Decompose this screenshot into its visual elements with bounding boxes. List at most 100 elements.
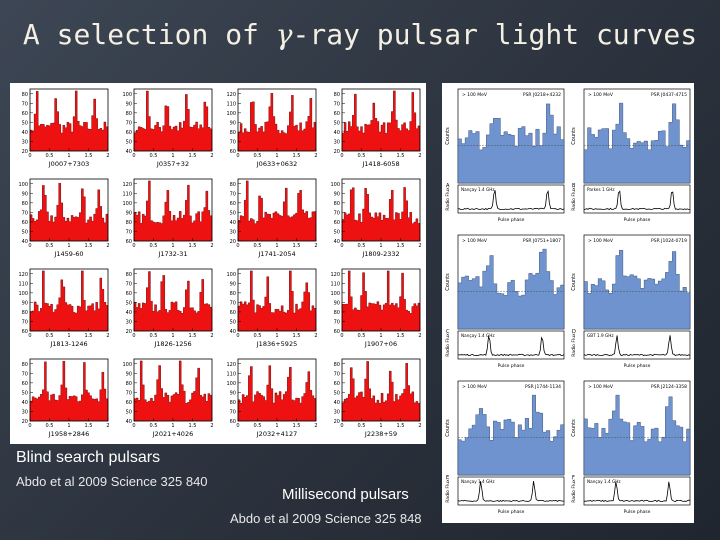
x-tick-label: 0 <box>28 333 31 339</box>
y-tick-label: 40 <box>334 239 340 245</box>
msp-panel: > 100 MeV PSR J0437-4715 Counts B Parkes 1 G… <box>571 88 691 223</box>
y-tick-label: 100 <box>226 272 236 278</box>
x-tick-label: 1 <box>67 243 70 249</box>
y-tick-label: 60 <box>230 149 236 155</box>
y-tick-label: 70 <box>334 210 340 216</box>
psr-label: PSR J1744-1134 <box>525 384 561 390</box>
x-tick-label: 0.5 <box>358 153 366 159</box>
x-tick-label: 1 <box>67 333 70 339</box>
y-tick-label: 50 <box>230 210 236 216</box>
x-tick-label: 1.5 <box>397 423 405 429</box>
y-tick-label: 100 <box>122 362 132 368</box>
blind-panel: 40 50 60 70 80 90 100 0 0.5 1 1.5 2 J2021+4026 <box>122 358 214 438</box>
blind-panel: 60 70 80 90 100 110 120 0 0.5 1 1.5 2 J1732-31 <box>122 178 214 258</box>
x-tick-label: 0.5 <box>358 333 366 339</box>
x-tick-label: 0 <box>236 333 239 339</box>
y-tick-label: 80 <box>22 362 28 368</box>
y-tick-label: 90 <box>22 300 28 306</box>
pulsar-name: J2032+4127 <box>256 430 297 438</box>
y-tick-label: 70 <box>230 300 236 306</box>
light-curve-histogram <box>133 90 213 152</box>
psr-label: PSR J0437-4715 <box>651 92 687 98</box>
gamma-symbol: γ <box>275 18 293 51</box>
x-tick-label: 2 <box>106 243 109 249</box>
blind-panel: 20 30 40 50 60 70 80 0 0.5 1 1.5 2 J1826-1256 <box>126 268 214 348</box>
x-tick-label: 2 <box>314 153 317 159</box>
blind-panel: 60 70 80 90 100 110 120 0 0.5 1 1.5 2 J2032+4127 <box>226 358 318 438</box>
y-tick-label: 40 <box>126 310 132 316</box>
y-tick-label: 30 <box>22 139 28 145</box>
x-tick-label: 2 <box>314 333 317 339</box>
y-tick-label: 120 <box>18 272 28 278</box>
phase-axis-label: Pulse phase <box>498 363 525 369</box>
x-tick-label: 0.5 <box>46 243 54 249</box>
x-tick-label: 1.5 <box>293 333 301 339</box>
gamma-histogram <box>457 248 565 330</box>
panel-letter: D <box>572 329 576 335</box>
blind-panel: 20 30 40 50 60 70 80 0 0.5 1 1.5 2 J0007+7303 <box>22 88 110 168</box>
y-tick-label: 100 <box>330 182 340 188</box>
energy-label: > 100 MeV <box>588 384 614 390</box>
pulsar-name: J1958+2846 <box>48 430 89 438</box>
y-tick-label: 40 <box>334 130 340 136</box>
msp-panel: > 100 MeV PSR J0751+1807 Counts C Nançay 1.4… <box>445 234 565 369</box>
blind-search-caption: Blind search pulsars <box>16 449 161 466</box>
x-tick-label: 1 <box>379 333 382 339</box>
x-tick-label: 2 <box>210 333 213 339</box>
psr-label: PSR J1024-0719 <box>651 238 687 244</box>
y-tick-label: 20 <box>230 239 236 245</box>
x-tick-label: 0.5 <box>358 243 366 249</box>
radio-profile <box>458 335 565 357</box>
x-tick-label: 2 <box>210 153 213 159</box>
y-tick-label: 90 <box>126 371 132 377</box>
x-tick-label: 0 <box>28 423 31 429</box>
y-tick-label: 60 <box>334 329 340 335</box>
radio-axis-label: Radio Flux <box>571 187 577 211</box>
panel-letter: B <box>572 183 576 189</box>
x-tick-label: 2 <box>418 153 421 159</box>
y-tick-label: 70 <box>230 191 236 197</box>
counts-axis-label: Counts <box>445 419 451 437</box>
pulsar-name: J1826-1256 <box>153 340 191 348</box>
pulsar-name: J0357+32 <box>156 160 189 168</box>
y-tick-label: 110 <box>226 371 236 377</box>
y-tick-label: 110 <box>18 281 28 287</box>
y-tick-label: 30 <box>334 409 340 415</box>
blind-panel: 40 50 60 70 80 90 100 0 0.5 1 1.5 2 J1459-60 <box>18 178 110 258</box>
y-tick-label: 50 <box>126 139 132 145</box>
x-tick-label: 1 <box>171 333 174 339</box>
y-tick-label: 70 <box>334 371 340 377</box>
y-tick-label: 20 <box>334 149 340 155</box>
x-tick-label: 0 <box>132 333 135 339</box>
blind-panel: 20 30 40 50 60 70 80 0 0.5 1 1.5 2 J1958+2846 <box>22 358 110 438</box>
x-tick-label: 1.5 <box>397 333 405 339</box>
y-tick-label: 70 <box>334 101 340 107</box>
pulsar-name: J0633+0632 <box>256 160 297 168</box>
radio-axis-label: Radio Flux <box>571 333 577 357</box>
blind-panel: 40 50 60 70 80 90 100 0 0.5 1 1.5 2 J1836+5925 <box>226 268 318 348</box>
light-curve-histogram <box>341 270 421 332</box>
y-tick-label: 110 <box>226 101 236 107</box>
phase-axis-label: Pulse phase <box>624 217 651 223</box>
y-tick-label: 20 <box>22 149 28 155</box>
pulsar-name: J1813-1246 <box>49 340 87 348</box>
counts-axis-label: Counts <box>445 127 451 145</box>
panel-letter: F <box>572 475 575 481</box>
x-tick-label: 1.5 <box>85 423 93 429</box>
x-tick-label: 2 <box>210 243 213 249</box>
y-tick-label: 80 <box>22 310 28 316</box>
pulsar-name: J1836+5925 <box>256 340 297 348</box>
light-curve-histogram <box>133 180 213 242</box>
x-tick-label: 0.5 <box>46 423 54 429</box>
x-tick-label: 0.5 <box>254 423 262 429</box>
y-tick-label: 120 <box>330 272 340 278</box>
pulsar-name: J0007+7303 <box>48 160 89 168</box>
x-tick-label: 1 <box>275 243 278 249</box>
y-tick-label: 70 <box>22 319 28 325</box>
light-curve-histogram <box>29 183 109 242</box>
y-tick-label: 80 <box>126 220 132 226</box>
x-tick-label: 0.5 <box>254 333 262 339</box>
gamma-histogram <box>583 102 691 184</box>
gamma-histogram <box>583 250 691 330</box>
